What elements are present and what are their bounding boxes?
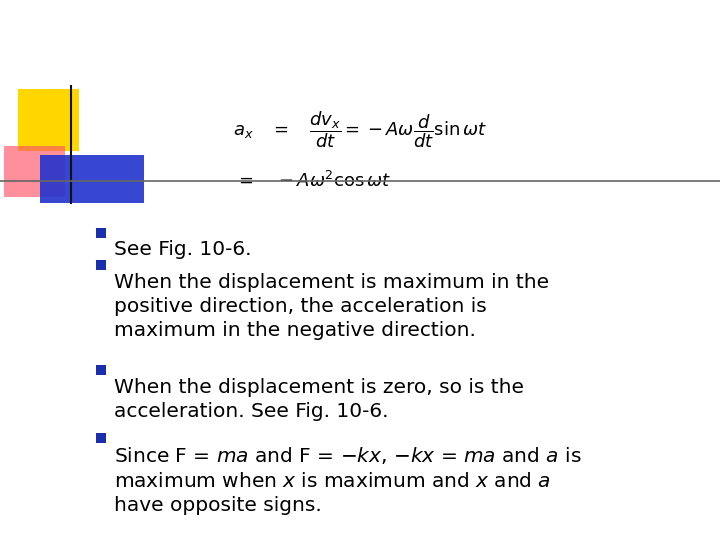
Bar	[96, 365, 107, 375]
Text: When the displacement is maximum in the
positive direction, the acceleration is
: When the displacement is maximum in the …	[114, 273, 549, 340]
Text: See Fig. 10-6.: See Fig. 10-6.	[114, 240, 251, 259]
Text: When the displacement is zero, so is the
acceleration. See Fig. 10-6.: When the displacement is zero, so is the…	[114, 378, 523, 421]
Text: $a_x \quad = \quad \dfrac{dv_x}{dt} = -A\omega\dfrac{d}{dt}\sin\omega t$: $a_x \quad = \quad \dfrac{dv_x}{dt} = -A…	[233, 109, 487, 150]
Bar	[96, 227, 107, 238]
Bar	[4, 146, 65, 197]
Text: $= \quad -A\omega^2\cos\omega t$: $= \quad -A\omega^2\cos\omega t$	[235, 171, 392, 191]
Bar	[96, 260, 107, 270]
Text: Since F = $ma$ and F = $-kx$, $-kx$ = $ma$ and $a$ is
maximum when $x$ is maximu: Since F = $ma$ and F = $-kx$, $-kx$ = $m…	[114, 446, 582, 515]
Bar	[18, 89, 79, 151]
Bar	[40, 155, 144, 202]
Bar	[96, 433, 107, 443]
